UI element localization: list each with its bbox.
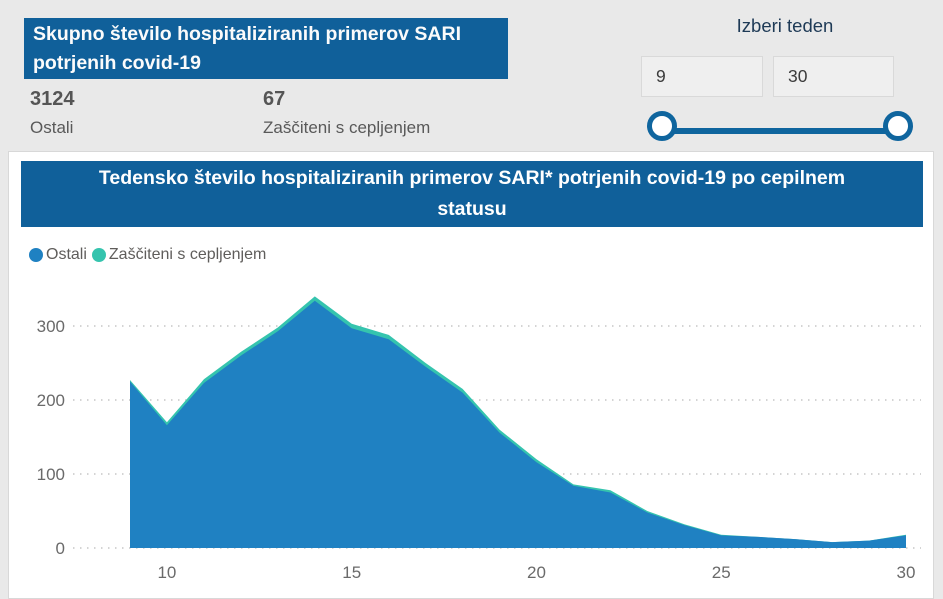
svg-text:10: 10 xyxy=(157,563,176,582)
legend-label-ostali: Ostali xyxy=(46,246,87,263)
chart-legend: Ostali Zaščiteni s cepljenjem xyxy=(29,246,266,264)
svg-text:15: 15 xyxy=(342,563,361,582)
summary-card-title: Skupno število hospitaliziranih primerov… xyxy=(24,18,508,79)
stat-ostali-value: 3124 xyxy=(30,88,75,110)
weekly-chart-panel: Tedensko število hospitaliziranih primer… xyxy=(8,151,934,599)
svg-text:200: 200 xyxy=(37,391,65,410)
svg-text:0: 0 xyxy=(56,539,65,558)
legend-item-zasciteni[interactable]: Zaščiteni s cepljenjem xyxy=(91,246,267,264)
week-end-input[interactable]: 30 xyxy=(773,56,894,97)
svg-text:20: 20 xyxy=(527,563,546,582)
stat-ostali-label: Ostali xyxy=(30,118,74,137)
svg-text:100: 100 xyxy=(37,465,65,484)
summary-title-text: Skupno število hospitaliziranih primerov… xyxy=(33,22,461,74)
svg-text:25: 25 xyxy=(712,563,731,582)
legend-item-ostali[interactable]: Ostali xyxy=(29,246,87,264)
week-selector-title: Izberi teden xyxy=(736,15,834,36)
svg-text:300: 300 xyxy=(37,317,65,336)
week-range-slider-handle-right[interactable] xyxy=(883,111,913,141)
legend-dot-zasciteni-icon xyxy=(91,248,106,262)
legend-label-zasciteni: Zaščiteni s cepljenjem xyxy=(108,246,267,263)
week-start-input[interactable]: 9 xyxy=(641,56,763,97)
chart-title-bar: Tedensko število hospitaliziranih primer… xyxy=(21,161,923,227)
legend-dot-ostali-icon xyxy=(29,248,43,262)
stat-zasciteni-label: Zaščiteni s cepljenjem xyxy=(263,118,431,137)
svg-text:30: 30 xyxy=(897,563,916,582)
weekly-stacked-area-chart[interactable]: 0 100 200 300 10 15 20 25 30 xyxy=(9,290,933,598)
week-range-slider-handle-left[interactable] xyxy=(647,111,677,141)
stat-zasciteni-value: 67 xyxy=(263,88,286,110)
week-range-slider-track[interactable] xyxy=(667,128,903,134)
chart-title-text: Tedensko število hospitaliziranih primer… xyxy=(98,167,846,220)
